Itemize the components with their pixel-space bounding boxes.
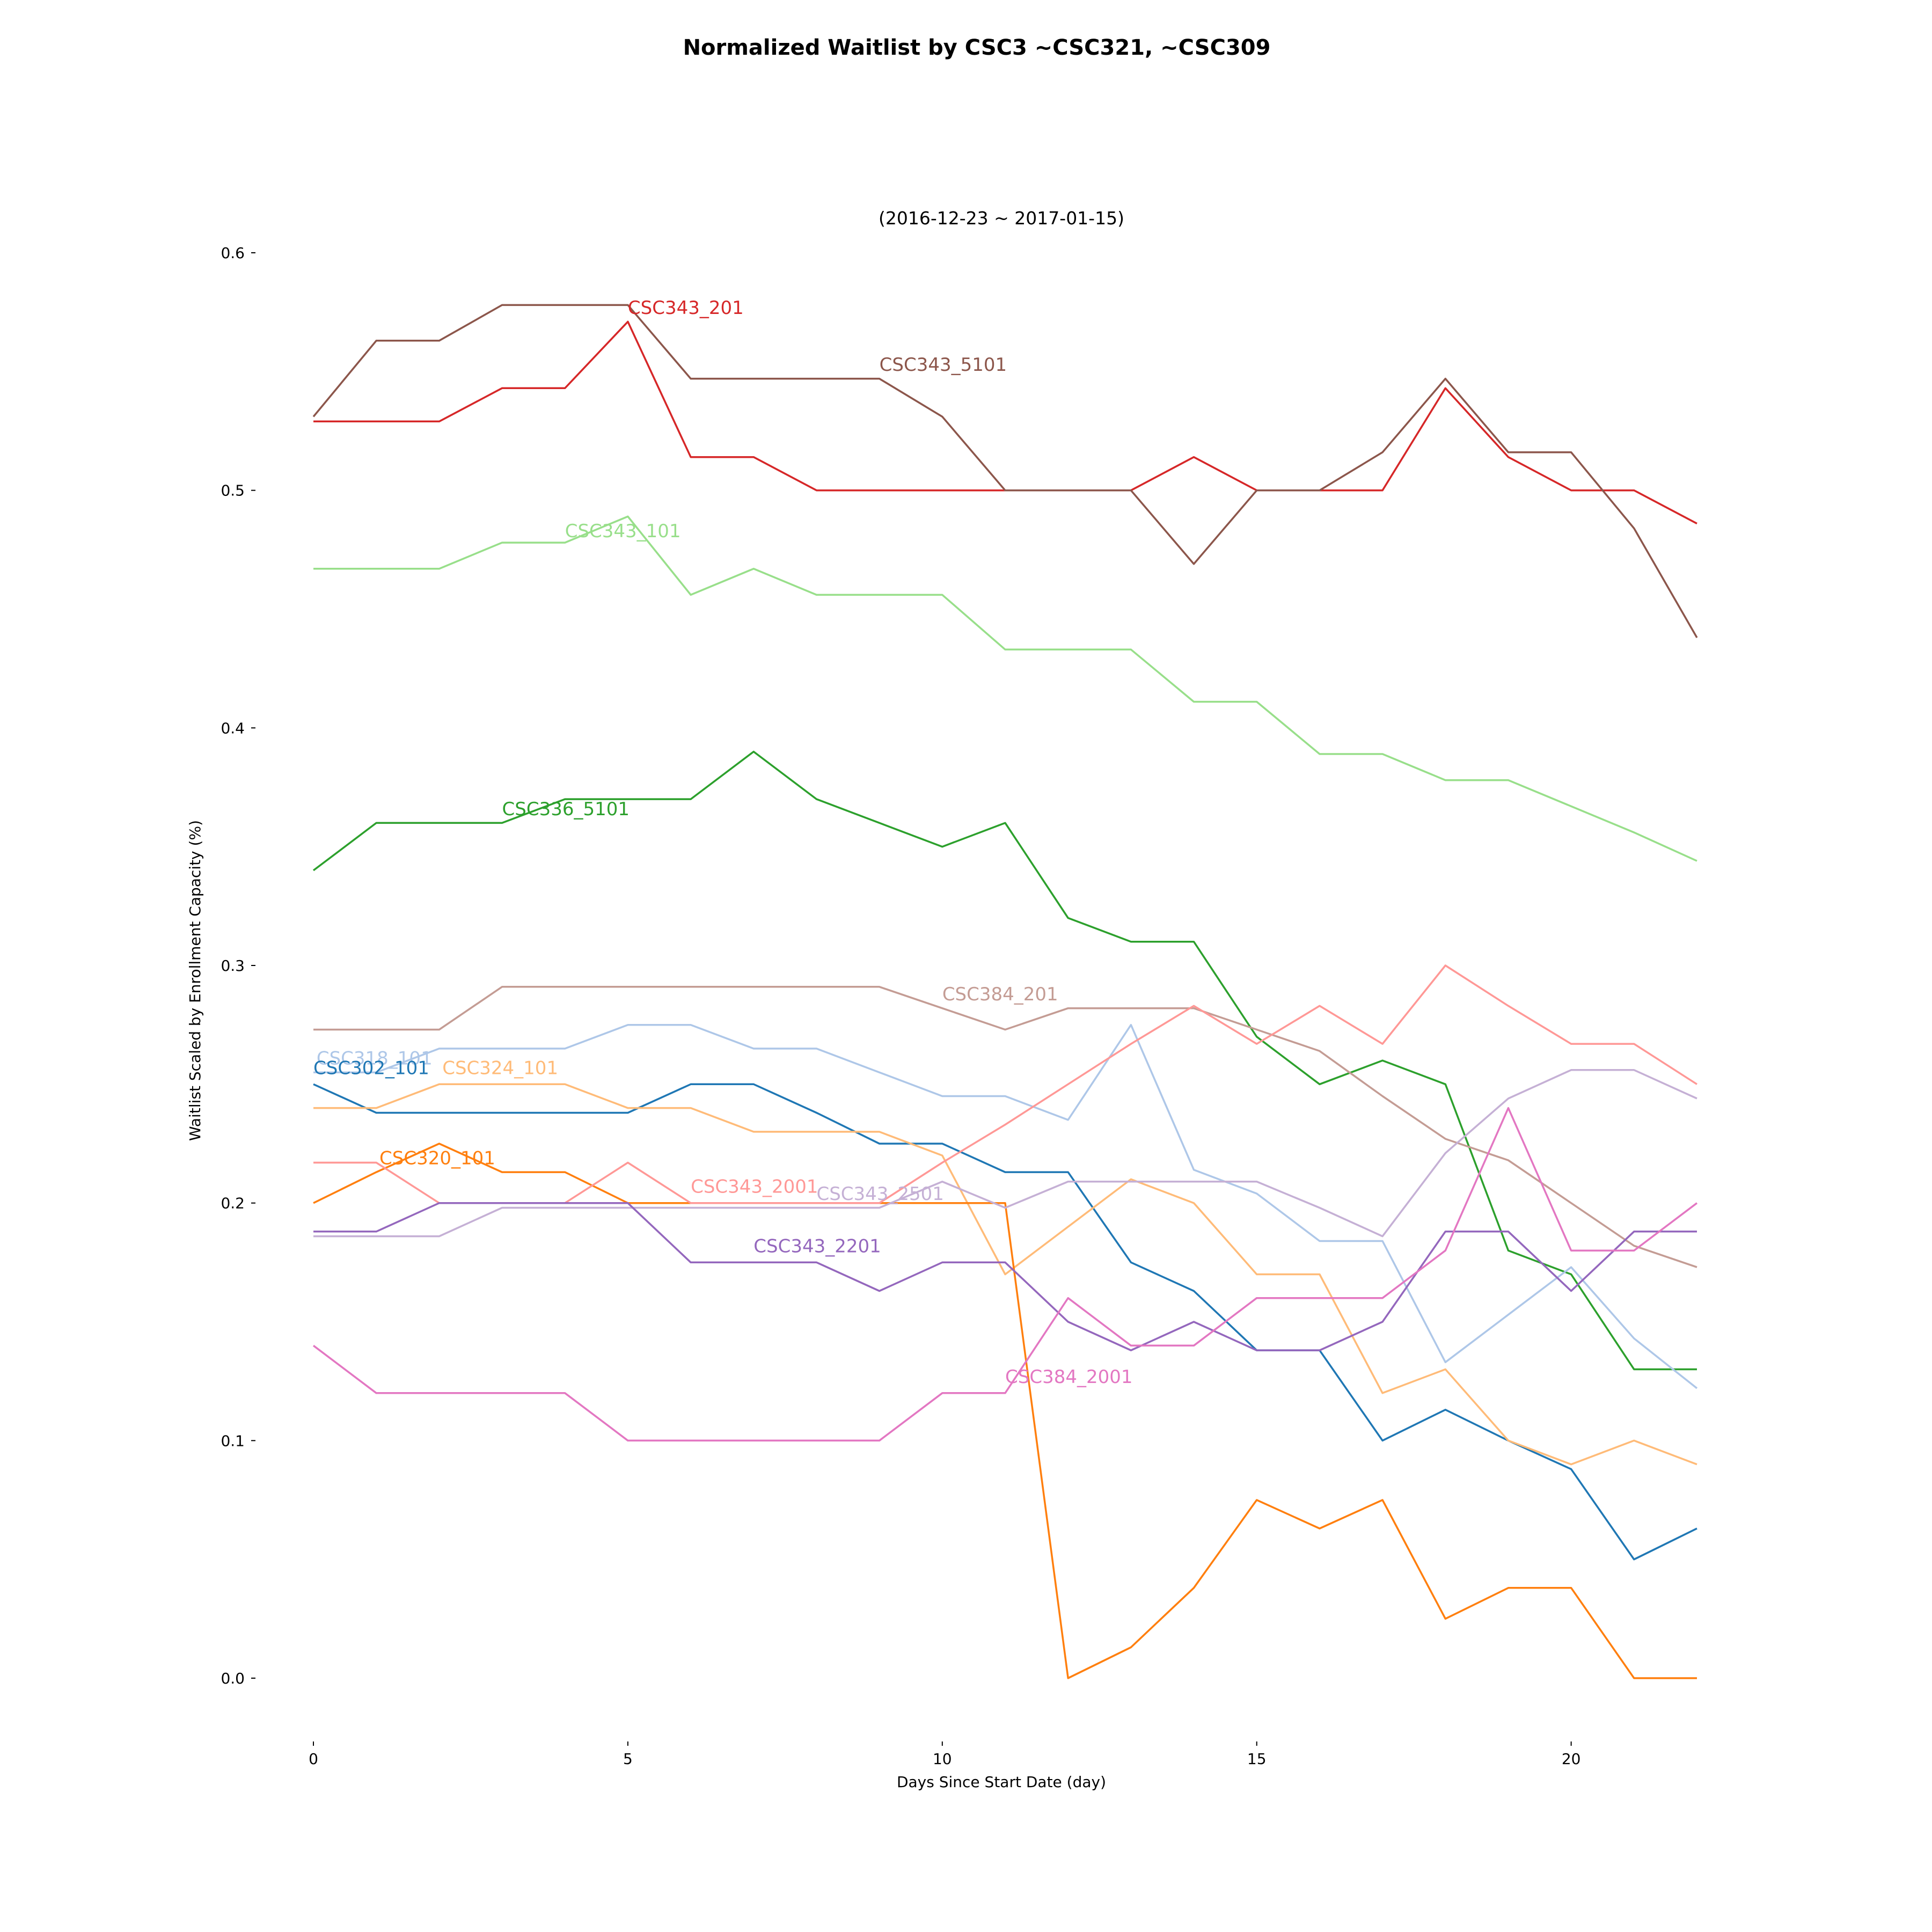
series-line <box>313 986 1697 1268</box>
y-tick-label: 0.6 <box>221 244 245 262</box>
series-label: CSC384_201 <box>942 984 1058 1005</box>
series-line <box>312 1107 1698 1442</box>
series-line <box>313 1202 1697 1351</box>
chart-subtitle: (2016-12-23 ~ 2017-01-15) <box>879 208 1124 229</box>
series-label: CSC320_101 <box>379 1148 495 1169</box>
series-line <box>313 1069 1697 1238</box>
y-axis: 0.0 0.1 0.2 0.3 0.4 0.5 0.6 <box>221 244 255 1687</box>
series-label: CSC343_201 <box>628 297 744 319</box>
y-tick-label: 0.4 <box>221 719 245 737</box>
series-lines <box>312 304 1698 1679</box>
x-axis: 0 5 10 15 20 <box>309 1741 1580 1768</box>
series-labels: CSC343_201 CSC343_5101 CSC343_101 CSC336_51… <box>313 297 1133 1388</box>
series-label: CSC343_2501 <box>816 1183 944 1205</box>
series-label: CSC343_2001 <box>691 1176 818 1198</box>
series-line <box>312 304 1698 638</box>
series-line <box>312 750 1697 1371</box>
chart-title: Normalized Waitlist by CSC3 ~CSC321, ~CS… <box>683 35 1271 60</box>
series-label: CSC318_101 <box>317 1048 433 1070</box>
series-label: CSC336_5101 <box>502 799 630 820</box>
x-tick-label: 10 <box>933 1750 952 1768</box>
x-tick-label: 20 <box>1562 1750 1581 1768</box>
x-axis-label: Days Since Start Date (day) <box>897 1773 1106 1791</box>
y-tick-label: 0.2 <box>221 1195 245 1212</box>
series-line <box>313 320 1697 525</box>
series-line <box>313 1143 1697 1679</box>
series-label: CSC384_2001 <box>1005 1366 1133 1388</box>
x-tick-label: 0 <box>309 1750 318 1768</box>
y-tick-label: 0.1 <box>221 1432 245 1450</box>
series-label: CSC343_2201 <box>753 1235 881 1257</box>
series-label: CSC343_5101 <box>880 354 1007 376</box>
y-axis-label: Waitlist Scaled by Enrollment Capacity (… <box>186 820 204 1141</box>
series-line <box>313 515 1697 862</box>
x-tick-label: 5 <box>623 1750 633 1768</box>
x-tick-label: 15 <box>1247 1750 1267 1768</box>
series-label: CSC302_101 <box>313 1057 429 1079</box>
series-line <box>313 1023 1698 1389</box>
y-tick-label: 0.3 <box>221 957 245 975</box>
series-label: CSC324_101 <box>442 1057 558 1079</box>
series-line <box>313 1083 1697 1561</box>
series-line <box>313 1083 1697 1466</box>
y-tick-label: 0.5 <box>221 482 245 500</box>
y-tick-label: 0.0 <box>221 1670 245 1687</box>
series-label: CSC343_101 <box>565 521 681 542</box>
